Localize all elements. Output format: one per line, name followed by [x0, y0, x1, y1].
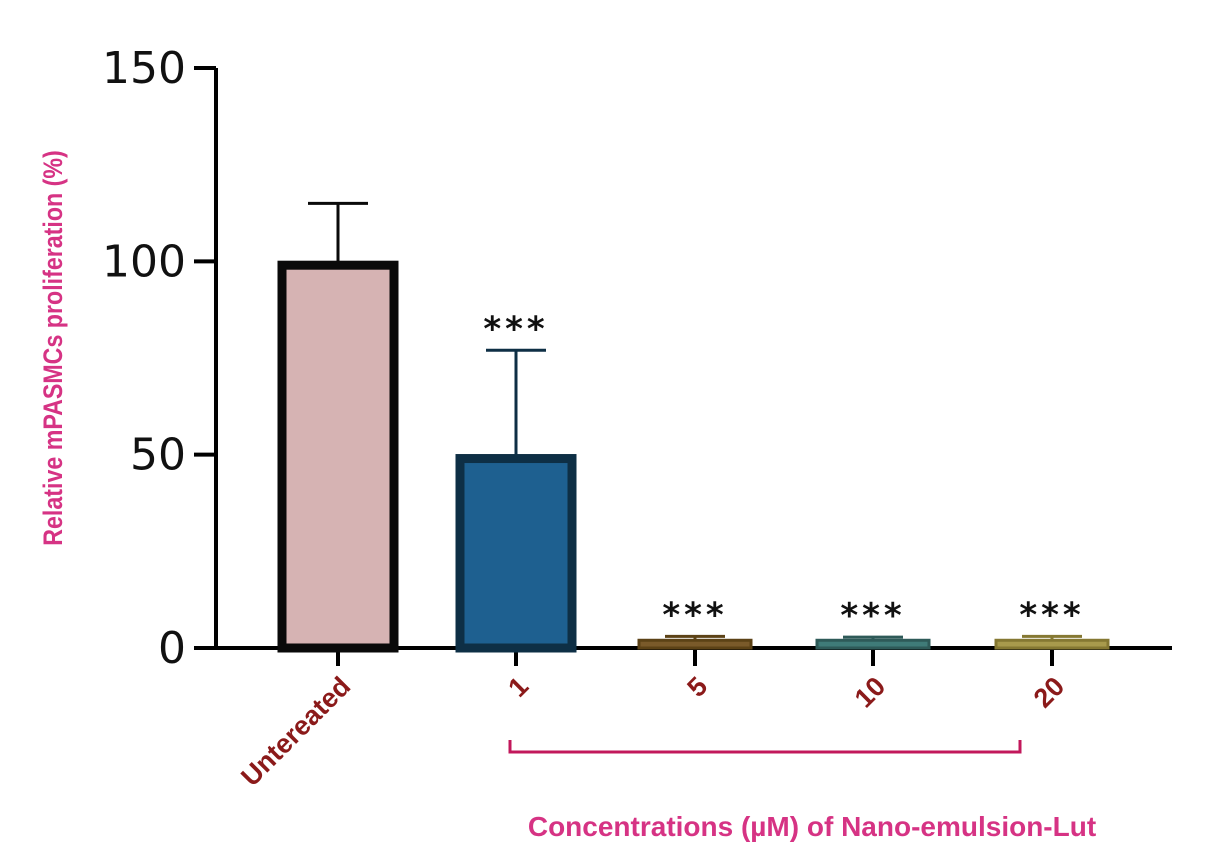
significance-mark-1: *** [483, 309, 548, 349]
y-axis-label: Relative mPASMCs proliferation (%) [38, 150, 68, 546]
bars [277, 260, 1110, 653]
bar-0 [277, 260, 399, 653]
bar-3 [815, 638, 931, 650]
significance-marks: *** *** *** *** [483, 309, 1084, 636]
x-tick-label-4: 20 [1028, 671, 1070, 713]
significance-mark-2: *** [662, 595, 727, 635]
x-tick-label-3: 10 [849, 671, 891, 713]
axes: 0 50 100 150 Untereated 1 5 10 20 [102, 43, 1172, 792]
x-tick-label-0: Untereated [235, 671, 356, 792]
error-bars [308, 201, 1082, 641]
bar-2 [637, 638, 753, 650]
x-axis-label: Concentrations (µM) of Nano-emulsion-Lut [528, 811, 1096, 842]
bar-4 [994, 638, 1110, 650]
x-tick-label-2: 5 [681, 671, 713, 703]
bar-1 [455, 454, 577, 653]
concentration-bracket [508, 740, 1022, 754]
significance-mark-4: *** [1019, 595, 1084, 635]
significance-mark-3: *** [840, 596, 905, 636]
y-tick-label-100: 100 [102, 236, 186, 287]
y-tick-label-150: 150 [102, 43, 186, 94]
y-tick-label-0: 0 [158, 623, 186, 674]
y-tick-label-50: 50 [130, 430, 186, 481]
axis-labels: Relative mPASMCs proliferation (%) Concen… [38, 150, 1096, 842]
x-tick-label-1: 1 [502, 671, 534, 703]
